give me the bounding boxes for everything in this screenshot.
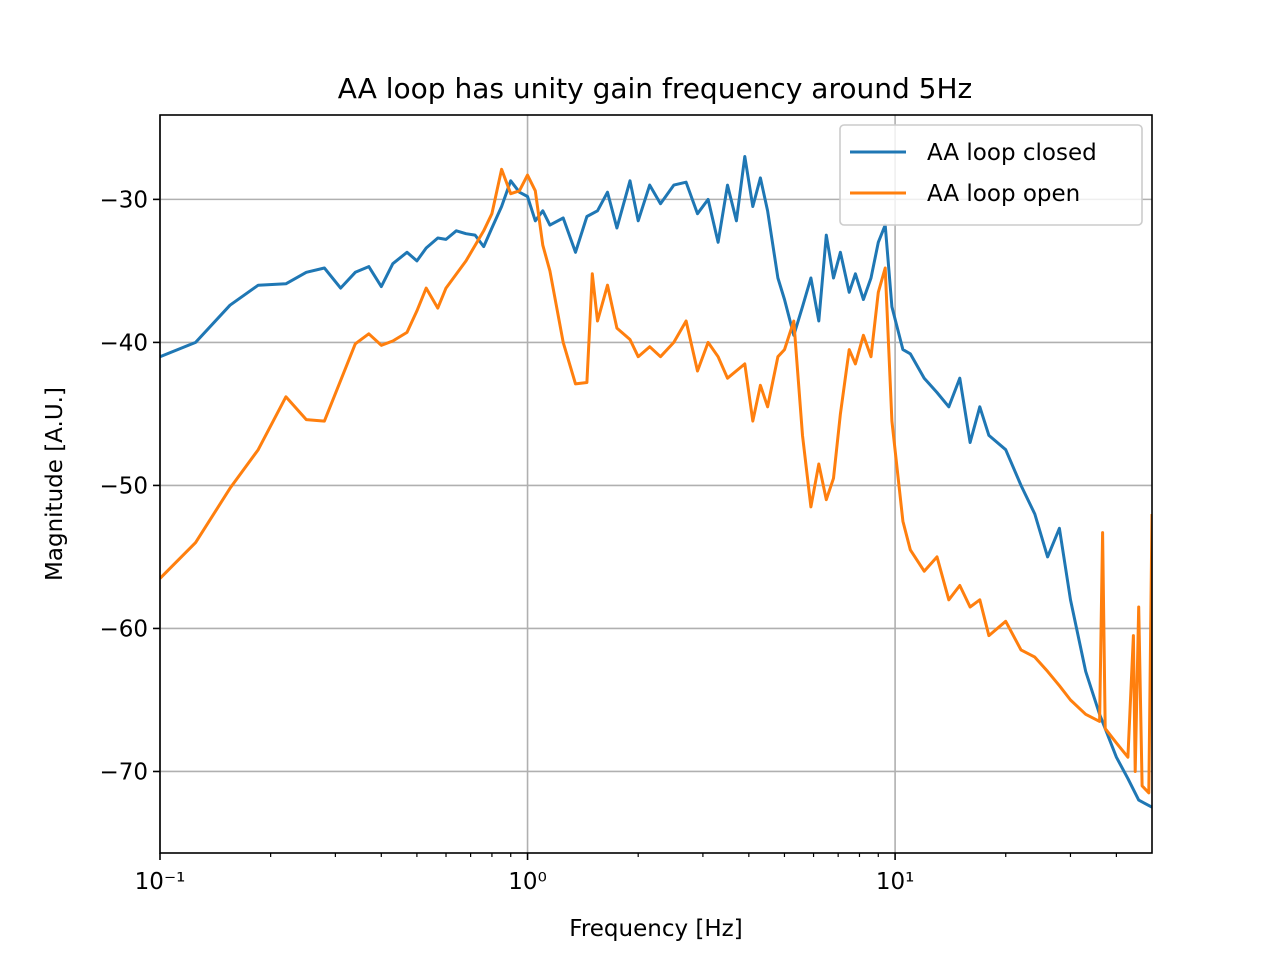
x-tick-label: 10¹ [876, 869, 915, 895]
chart-title: AA loop has unity gain frequency around … [338, 72, 972, 105]
ticks: −30 −40 −50 −60 −70 10⁻¹ 10⁰ 10¹ [99, 114, 1153, 895]
x-axis-label: Frequency [Hz] [569, 916, 742, 942]
y-axis-label: Magnitude [A.U.] [42, 387, 68, 581]
series-line [160, 155, 1152, 809]
series-line [160, 167, 1152, 795]
y-tick-label: −30 [99, 187, 148, 213]
y-tick-label: −70 [99, 759, 148, 785]
plot-area [160, 155, 1152, 809]
y-tick-label: −50 [99, 473, 148, 499]
y-tick-label: −40 [99, 330, 148, 356]
x-tick-label: 10⁰ [508, 869, 547, 895]
legend-label: AA loop open [927, 181, 1080, 207]
legend-box [839, 124, 1143, 226]
axes-frame [159, 114, 1153, 854]
x-tick-label: 10⁻¹ [135, 869, 186, 895]
y-tick-label: −60 [99, 616, 148, 642]
legend: AA loop closed AA loop open [839, 124, 1143, 226]
legend-label: AA loop closed [927, 140, 1097, 166]
